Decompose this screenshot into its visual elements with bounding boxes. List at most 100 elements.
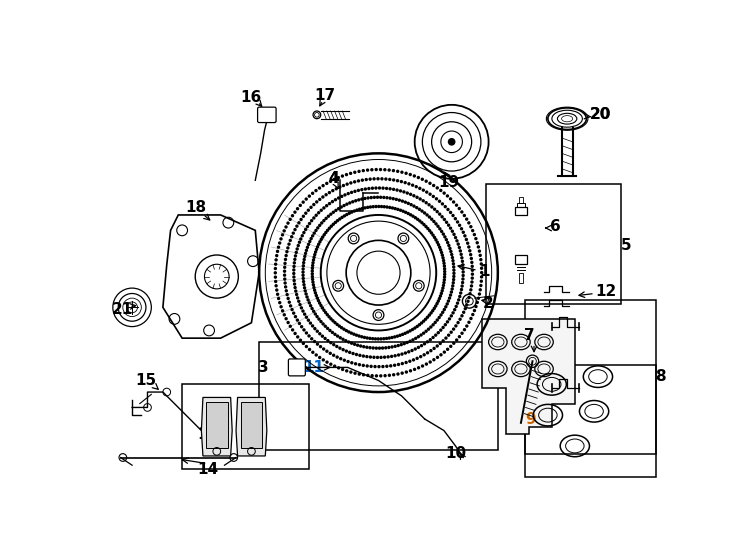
Circle shape xyxy=(291,308,294,311)
Circle shape xyxy=(457,298,460,301)
Circle shape xyxy=(377,337,380,341)
Circle shape xyxy=(314,251,317,254)
Circle shape xyxy=(463,234,467,238)
Circle shape xyxy=(301,309,305,313)
Circle shape xyxy=(396,344,400,347)
Circle shape xyxy=(321,184,324,187)
Circle shape xyxy=(437,297,441,300)
Circle shape xyxy=(285,317,288,320)
Circle shape xyxy=(447,224,450,227)
Circle shape xyxy=(456,220,459,224)
Circle shape xyxy=(321,235,324,239)
Circle shape xyxy=(310,237,313,240)
Circle shape xyxy=(318,301,321,305)
Circle shape xyxy=(348,350,352,354)
Circle shape xyxy=(302,258,306,261)
Circle shape xyxy=(435,186,439,190)
Circle shape xyxy=(310,269,314,273)
Circle shape xyxy=(286,246,290,249)
Circle shape xyxy=(460,210,464,214)
Circle shape xyxy=(305,331,308,335)
Circle shape xyxy=(408,329,412,333)
Circle shape xyxy=(302,271,305,274)
Circle shape xyxy=(318,224,321,227)
Circle shape xyxy=(411,184,414,187)
Circle shape xyxy=(401,362,404,365)
Circle shape xyxy=(381,365,385,368)
Circle shape xyxy=(357,198,360,201)
Circle shape xyxy=(341,338,345,341)
Circle shape xyxy=(275,284,278,287)
Circle shape xyxy=(305,295,309,299)
Circle shape xyxy=(423,342,426,346)
Circle shape xyxy=(309,321,312,325)
Circle shape xyxy=(440,292,443,295)
Circle shape xyxy=(437,200,441,203)
Circle shape xyxy=(337,366,341,369)
Bar xyxy=(515,207,527,215)
Circle shape xyxy=(446,194,449,198)
Circle shape xyxy=(465,325,468,328)
Text: 10: 10 xyxy=(445,446,466,461)
Circle shape xyxy=(332,222,335,226)
Circle shape xyxy=(371,374,374,377)
Circle shape xyxy=(471,229,474,232)
Circle shape xyxy=(329,341,333,345)
Circle shape xyxy=(311,280,315,284)
Circle shape xyxy=(451,214,454,217)
Circle shape xyxy=(420,344,424,347)
Circle shape xyxy=(333,364,336,368)
Circle shape xyxy=(406,191,409,195)
Circle shape xyxy=(329,212,333,216)
Circle shape xyxy=(330,317,333,321)
Circle shape xyxy=(334,198,337,201)
Circle shape xyxy=(310,272,314,275)
Circle shape xyxy=(306,298,310,302)
Circle shape xyxy=(321,322,324,326)
Circle shape xyxy=(469,253,473,256)
Circle shape xyxy=(385,364,388,368)
Circle shape xyxy=(455,339,458,342)
Circle shape xyxy=(374,168,378,171)
Circle shape xyxy=(305,292,308,295)
Circle shape xyxy=(340,195,344,198)
Circle shape xyxy=(440,313,443,316)
Circle shape xyxy=(378,186,381,190)
Circle shape xyxy=(428,181,432,185)
Circle shape xyxy=(304,228,308,231)
Circle shape xyxy=(441,256,445,260)
Circle shape xyxy=(406,330,410,334)
Circle shape xyxy=(461,278,465,281)
Circle shape xyxy=(457,207,461,210)
Circle shape xyxy=(405,341,409,344)
Bar xyxy=(515,255,527,264)
Circle shape xyxy=(461,281,465,284)
Circle shape xyxy=(479,284,482,287)
Circle shape xyxy=(437,331,440,334)
Circle shape xyxy=(302,231,305,234)
Circle shape xyxy=(288,325,292,328)
Circle shape xyxy=(284,225,288,228)
Circle shape xyxy=(283,273,286,277)
Circle shape xyxy=(333,333,337,336)
Circle shape xyxy=(368,178,372,181)
Text: 2: 2 xyxy=(482,296,493,311)
Circle shape xyxy=(437,300,440,303)
Circle shape xyxy=(308,222,311,225)
Circle shape xyxy=(331,331,334,334)
Circle shape xyxy=(316,226,319,230)
Circle shape xyxy=(399,343,403,346)
Circle shape xyxy=(355,334,358,337)
Text: 19: 19 xyxy=(439,175,460,190)
Circle shape xyxy=(362,373,366,376)
Circle shape xyxy=(366,355,368,359)
Circle shape xyxy=(310,337,313,340)
Circle shape xyxy=(435,210,439,213)
Circle shape xyxy=(307,242,310,246)
Circle shape xyxy=(454,305,458,308)
Circle shape xyxy=(457,321,459,325)
Circle shape xyxy=(343,214,346,218)
Circle shape xyxy=(465,303,468,307)
Circle shape xyxy=(303,255,307,258)
Circle shape xyxy=(382,337,385,340)
